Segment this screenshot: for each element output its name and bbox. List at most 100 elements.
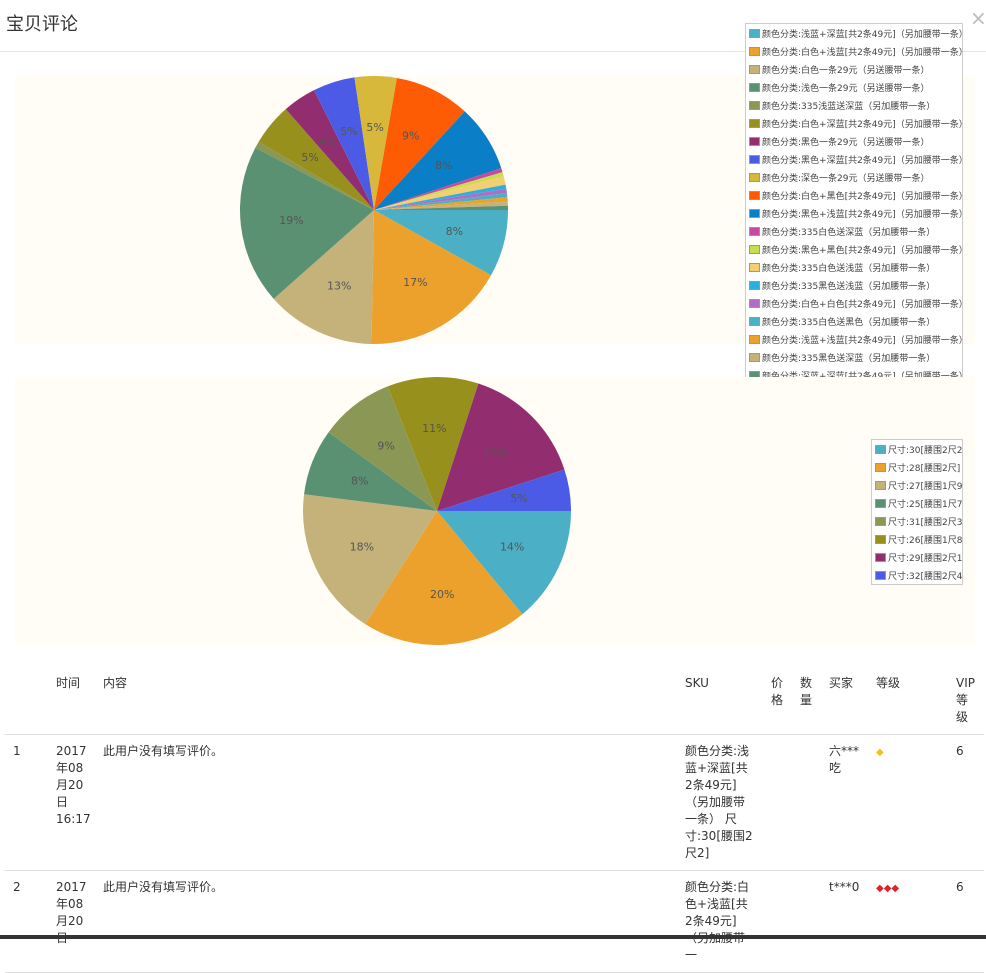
legend-swatch [749, 82, 760, 92]
row-time: 2017年08月20日 [48, 870, 95, 973]
legend-label: 颜色分类:深蓝+深蓝[共2条49元]（另加腰带一条） [762, 371, 963, 379]
legend-label: 颜色分类:黑色+黑色[共2条49元]（另加腰带一条） [762, 245, 963, 256]
legend-item[interactable]: 颜色分类:白色+浅蓝[共2条49元]（另加腰带一条） [746, 42, 962, 60]
legend-item[interactable]: 颜色分类:白色一条29元（另送腰带一条） [746, 60, 962, 78]
legend-item[interactable]: 颜色分类:浅色一条29元（另送腰带一条） [746, 78, 962, 96]
legend-item[interactable]: 尺寸:32[腰围2尺4] [872, 566, 962, 584]
pie-slice [374, 210, 508, 276]
slice-label: 5% [301, 151, 318, 164]
legend-item[interactable]: 颜色分类:浅蓝+浅蓝[共2条49元]（另加腰带一条） [746, 330, 962, 348]
legend-item[interactable]: 尺寸:26[腰围1尺8] [872, 530, 962, 548]
slice-label: 4% [319, 135, 336, 148]
pie-slice [437, 469, 571, 511]
legend-swatch [749, 298, 760, 308]
legend-swatch [749, 28, 760, 38]
legend-swatch [749, 244, 760, 254]
legend-item[interactable]: 尺寸:30[腰围2尺2] [872, 440, 962, 458]
row-index: 2 [5, 870, 48, 973]
slice-label: 9% [402, 129, 419, 142]
legend-item[interactable]: 颜色分类:黑色一条29元（另送腰带一条） [746, 132, 962, 150]
legend-label: 颜色分类:白色一条29元（另送腰带一条） [762, 65, 930, 76]
legend-label: 颜色分类:浅蓝+浅蓝[共2条49元]（另加腰带一条） [762, 335, 963, 346]
legend-swatch [875, 516, 886, 526]
slice-label: 8% [446, 225, 463, 238]
legend-label: 尺寸:26[腰围1尺8] [888, 535, 963, 546]
pie-slice [365, 511, 523, 645]
legend-swatch [749, 154, 760, 164]
row-sku: 颜色分类:白色+浅蓝[共2条49元]（另加腰带一 [677, 870, 763, 973]
legend-item[interactable]: 颜色分类:白色+白色[共2条49元]（另加腰带一条） [746, 294, 962, 312]
legend-label: 颜色分类:白色+浅蓝[共2条49元]（另加腰带一条） [762, 47, 963, 58]
legend-item[interactable]: 颜色分类:深色一条29元（另送腰带一条） [746, 168, 962, 186]
slice-label: 20% [430, 588, 454, 601]
legend-item[interactable]: 颜色分类:浅蓝+深蓝[共2条49元]（另加腰带一条） [746, 24, 962, 42]
bottom-scrollbar [0, 935, 986, 939]
legend-label: 尺寸:27[腰围1尺9] [888, 481, 963, 492]
legend-item[interactable]: 尺寸:28[腰围2尺] [872, 458, 962, 476]
legend-label: 颜色分类:黑色+深蓝[共2条49元]（另加腰带一条） [762, 155, 963, 166]
row-level: ◆◆◆ [868, 870, 948, 973]
legend-label: 颜色分类:335黑色送浅蓝（另加腰带一条） [762, 281, 936, 292]
legend-item[interactable]: 颜色分类:335白色送深蓝（另加腰带一条） [746, 222, 962, 240]
yellow-diamond-icon: ◆ [876, 747, 884, 758]
pie-slice [314, 77, 374, 210]
pie-slice [371, 210, 492, 345]
col-content: 内容 [95, 663, 677, 735]
legend-item[interactable]: 尺寸:25[腰围1尺7] [872, 494, 962, 512]
close-icon[interactable]: × [970, 6, 986, 30]
color-legend: 颜色分类:浅蓝+深蓝[共2条49元]（另加腰带一条） 颜色分类:白色+浅蓝[共2条… [745, 23, 963, 379]
pie-slice [374, 205, 508, 210]
row-buyer: 六***吃 [821, 734, 868, 871]
legend-item[interactable]: 颜色分类:335白色送黑色（另加腰带一条） [746, 312, 962, 330]
legend-swatch [749, 172, 760, 182]
reviews-table: 时间 内容 SKU 价格 数量 买家 等级 VIP等级 1 2017年08月20… [5, 663, 984, 973]
legend-item[interactable]: 尺寸:31[腰围2尺3] [872, 512, 962, 530]
legend-label: 尺寸:31[腰围2尺3] [888, 517, 963, 528]
legend-swatch [749, 352, 760, 362]
legend-swatch [875, 462, 886, 472]
legend-swatch [749, 370, 760, 378]
legend-item[interactable]: 颜色分类:335白色送浅蓝（另加腰带一条） [746, 258, 962, 276]
row-index: 1 [5, 734, 48, 871]
legend-swatch [749, 136, 760, 146]
legend-label: 尺寸:28[腰围2尺] [888, 463, 961, 474]
pie-slice [328, 386, 437, 511]
legend-swatch [875, 498, 886, 508]
legend-item[interactable]: 颜色分类:335浅蓝送深蓝（另加腰带一条） [746, 96, 962, 114]
slice-label: 5% [510, 492, 527, 505]
col-index [5, 663, 48, 735]
legend-swatch [749, 334, 760, 344]
legend-label: 颜色分类:浅色一条29元（另送腰带一条） [762, 83, 930, 94]
pie-slice [387, 377, 479, 511]
slice-label: 15% [484, 446, 508, 459]
legend-item[interactable]: 颜色分类:深蓝+深蓝[共2条49元]（另加腰带一条） [746, 366, 963, 379]
col-time: 时间 [48, 663, 95, 735]
legend-item[interactable]: 颜色分类:335黑色送浅蓝（另加腰带一条） [746, 276, 962, 294]
col-sku: SKU [677, 663, 763, 735]
col-qty: 数量 [792, 663, 821, 735]
dialog-header: 宝贝评论 × [0, 0, 986, 52]
legend-label: 尺寸:32[腰围2尺4] [888, 571, 963, 582]
slice-label: 14% [500, 540, 524, 553]
legend-label: 颜色分类:335白色送黑色（另加腰带一条） [762, 317, 936, 328]
legend-label: 颜色分类:黑色+浅蓝[共2条49元]（另加腰带一条） [762, 209, 963, 220]
row-price [763, 734, 792, 871]
pie-slice [374, 184, 507, 210]
legend-item[interactable]: 尺寸:29[腰围2尺1] [872, 548, 962, 566]
pie-slice [285, 90, 374, 210]
slice-label: 19% [279, 214, 303, 227]
legend-item[interactable]: 颜色分类:白色+黑色[共2条49元]（另加腰带一条） [746, 186, 962, 204]
legend-item[interactable]: 尺寸:27[腰围1尺9] [872, 476, 962, 494]
legend-label: 颜色分类:335浅蓝送深蓝（另加腰带一条） [762, 101, 936, 112]
pie-slice [437, 383, 565, 511]
legend-item[interactable]: 颜色分类:黑色+浅蓝[共2条49元]（另加腰带一条） [746, 204, 962, 222]
col-vip: VIP等级 [948, 663, 984, 735]
pie-slice [304, 432, 437, 511]
legend-item[interactable]: 颜色分类:335黑色送深蓝（另加腰带一条） [746, 348, 962, 366]
legend-item[interactable]: 颜色分类:白色+深蓝[共2条49元]（另加腰带一条） [746, 114, 962, 132]
legend-item[interactable]: 颜色分类:黑色+深蓝[共2条49元]（另加腰带一条） [746, 150, 962, 168]
legend-label: 尺寸:30[腰围2尺2] [888, 445, 963, 456]
size-legend: 尺寸:30[腰围2尺2] 尺寸:28[腰围2尺] 尺寸:27[腰围1尺9] 尺寸:25… [871, 439, 963, 585]
legend-item[interactable]: 颜色分类:黑色+黑色[共2条49元]（另加腰带一条） [746, 240, 962, 258]
pie-slice [374, 201, 508, 210]
